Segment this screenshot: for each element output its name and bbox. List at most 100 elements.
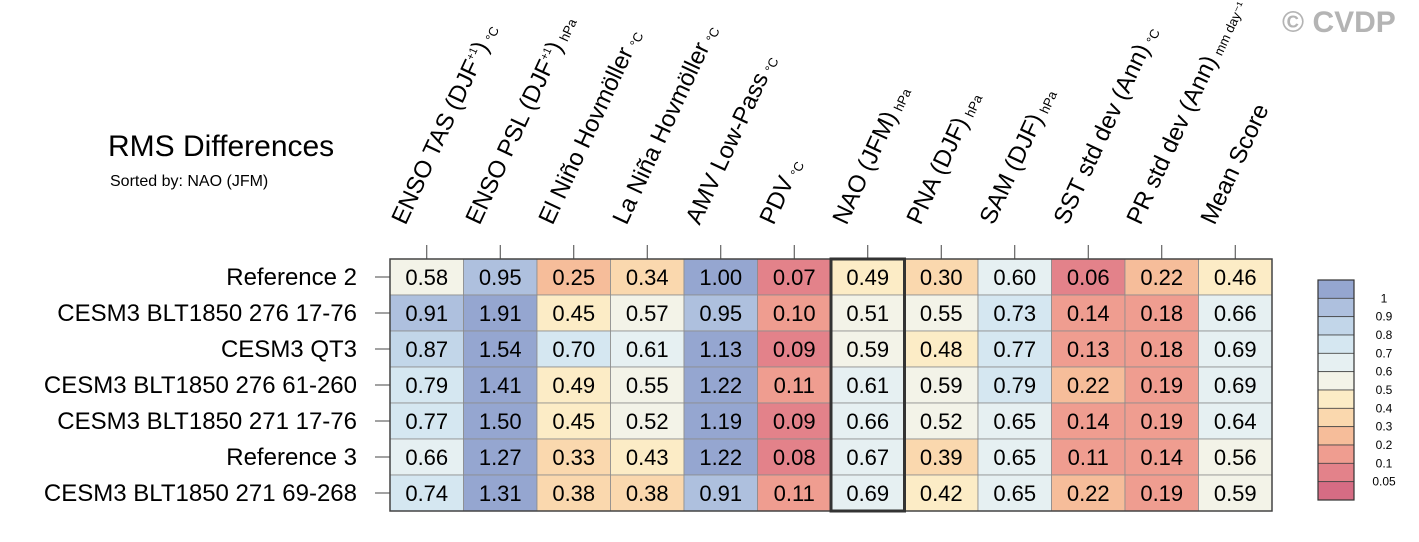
colorbar-segment xyxy=(1317,297,1355,318)
cell-value: 1.13 xyxy=(699,337,742,362)
heatmap-cell xyxy=(1051,402,1126,440)
heatmap-cell xyxy=(977,402,1052,440)
heatmap-cell xyxy=(757,330,832,368)
cell-value: 0.65 xyxy=(993,481,1036,506)
heatmap-cell xyxy=(757,366,832,404)
colorbar-label: 1 xyxy=(1381,291,1388,305)
cell-value: 0.39 xyxy=(920,445,963,470)
cell-value: 0.59 xyxy=(1214,481,1257,506)
colorbar-label: 0.7 xyxy=(1376,346,1393,360)
row-label: CESM3 BLT1850 276 61-260 xyxy=(44,372,357,399)
colorbar-segment xyxy=(1317,462,1355,483)
cell-value: 0.61 xyxy=(626,337,669,362)
heatmap-cell xyxy=(830,438,905,476)
cell-value: 0.59 xyxy=(920,373,963,398)
heatmap-cell xyxy=(683,402,758,440)
heatmap-cell xyxy=(904,294,979,332)
cell-value: 0.58 xyxy=(405,265,448,290)
colorbar-segment xyxy=(1317,426,1355,446)
row-label: Reference 2 xyxy=(226,264,357,291)
cell-value: 0.91 xyxy=(699,481,742,506)
cell-value: 0.52 xyxy=(920,409,963,434)
cell-value: 0.14 xyxy=(1140,445,1183,470)
row-label: CESM3 BLT1850 276 17-76 xyxy=(57,300,357,327)
heatmap-cell xyxy=(389,402,464,440)
cell-value: 0.79 xyxy=(405,373,448,398)
cell-value: 0.66 xyxy=(405,445,448,470)
cell-value: 0.18 xyxy=(1140,301,1183,326)
heatmap-cell xyxy=(610,294,685,332)
colorbar-frame xyxy=(1317,279,1355,501)
heatmap-cell xyxy=(757,402,832,440)
cell-value: 0.19 xyxy=(1140,409,1183,434)
heatmap-cell xyxy=(683,294,758,332)
heatmap-cell xyxy=(904,258,979,296)
cell-value: 0.64 xyxy=(1214,409,1257,434)
colorbar-label: 0.1 xyxy=(1376,456,1393,470)
cell-value: 0.79 xyxy=(993,373,1036,398)
row-label: CESM3 BLT1850 271 69-268 xyxy=(44,480,357,507)
cell-value: 0.45 xyxy=(552,301,595,326)
cell-value: 0.77 xyxy=(405,409,448,434)
cell-value: 0.34 xyxy=(626,265,669,290)
heatmap-cell xyxy=(536,330,611,368)
cell-value: 0.30 xyxy=(920,265,963,290)
heatmap-cell xyxy=(830,330,905,368)
cell-value: 0.49 xyxy=(846,265,889,290)
cell-value: 0.55 xyxy=(626,373,669,398)
heatmap-cell xyxy=(757,438,832,476)
colorbar-label: 0.4 xyxy=(1376,401,1393,415)
cell-value: 0.61 xyxy=(846,373,889,398)
heatmap-cell xyxy=(977,330,1052,368)
cell-value: 0.67 xyxy=(846,445,889,470)
heatmap-cell xyxy=(536,438,611,476)
heatmap-cell xyxy=(610,402,685,440)
colorbar-label: 0.05 xyxy=(1372,475,1396,489)
cell-value: 0.43 xyxy=(626,445,669,470)
cell-value: 0.66 xyxy=(846,409,889,434)
cell-value: 0.22 xyxy=(1140,265,1183,290)
heatmap-cell xyxy=(1198,438,1273,476)
heatmap-cell xyxy=(1051,474,1126,512)
cell-value: 0.69 xyxy=(1214,373,1257,398)
heatmap-cell xyxy=(389,474,464,512)
cell-value: 0.07 xyxy=(773,265,816,290)
cell-value: 0.65 xyxy=(993,409,1036,434)
heatmap-cell xyxy=(1124,330,1199,368)
cell-value: 0.11 xyxy=(774,373,815,398)
colorbar-segment xyxy=(1317,481,1355,501)
heatmap-cell xyxy=(904,474,979,512)
cell-value: 1.22 xyxy=(699,445,742,470)
colorbar-label: 0.9 xyxy=(1376,310,1393,324)
heatmap-cell xyxy=(1198,258,1273,296)
heatmap-cell xyxy=(463,438,538,476)
colorbar-label: 0.5 xyxy=(1376,383,1393,397)
heatmap-cell xyxy=(463,402,538,440)
colorbar-label: 0.2 xyxy=(1376,438,1393,452)
cell-value: 0.73 xyxy=(993,301,1036,326)
cell-value: 0.46 xyxy=(1214,265,1257,290)
cell-value: 0.66 xyxy=(1214,301,1257,326)
cell-value: 0.38 xyxy=(626,481,669,506)
cell-value: 0.13 xyxy=(1067,337,1110,362)
heatmap-cell xyxy=(389,438,464,476)
cell-value: 0.09 xyxy=(773,337,816,362)
cell-value: 0.65 xyxy=(993,445,1036,470)
cell-value: 0.42 xyxy=(920,481,963,506)
colorbar-label: 0.6 xyxy=(1376,365,1393,379)
heatmap-cell xyxy=(463,366,538,404)
heatmap-cell xyxy=(904,438,979,476)
colorbar-segment xyxy=(1317,444,1355,464)
heatmap-cell xyxy=(536,294,611,332)
heatmap-cell xyxy=(389,330,464,368)
heatmap-cell xyxy=(1198,402,1273,440)
cell-value: 0.69 xyxy=(846,481,889,506)
cell-value: 0.38 xyxy=(552,481,595,506)
cell-value: 0.25 xyxy=(552,265,595,290)
heatmap-cell xyxy=(610,330,685,368)
chart-title: RMS Differences xyxy=(108,130,335,163)
heatmap-cell xyxy=(1198,366,1273,404)
cell-value: 0.77 xyxy=(993,337,1036,362)
cell-value: 0.18 xyxy=(1140,337,1183,362)
heatmap-cell xyxy=(610,366,685,404)
